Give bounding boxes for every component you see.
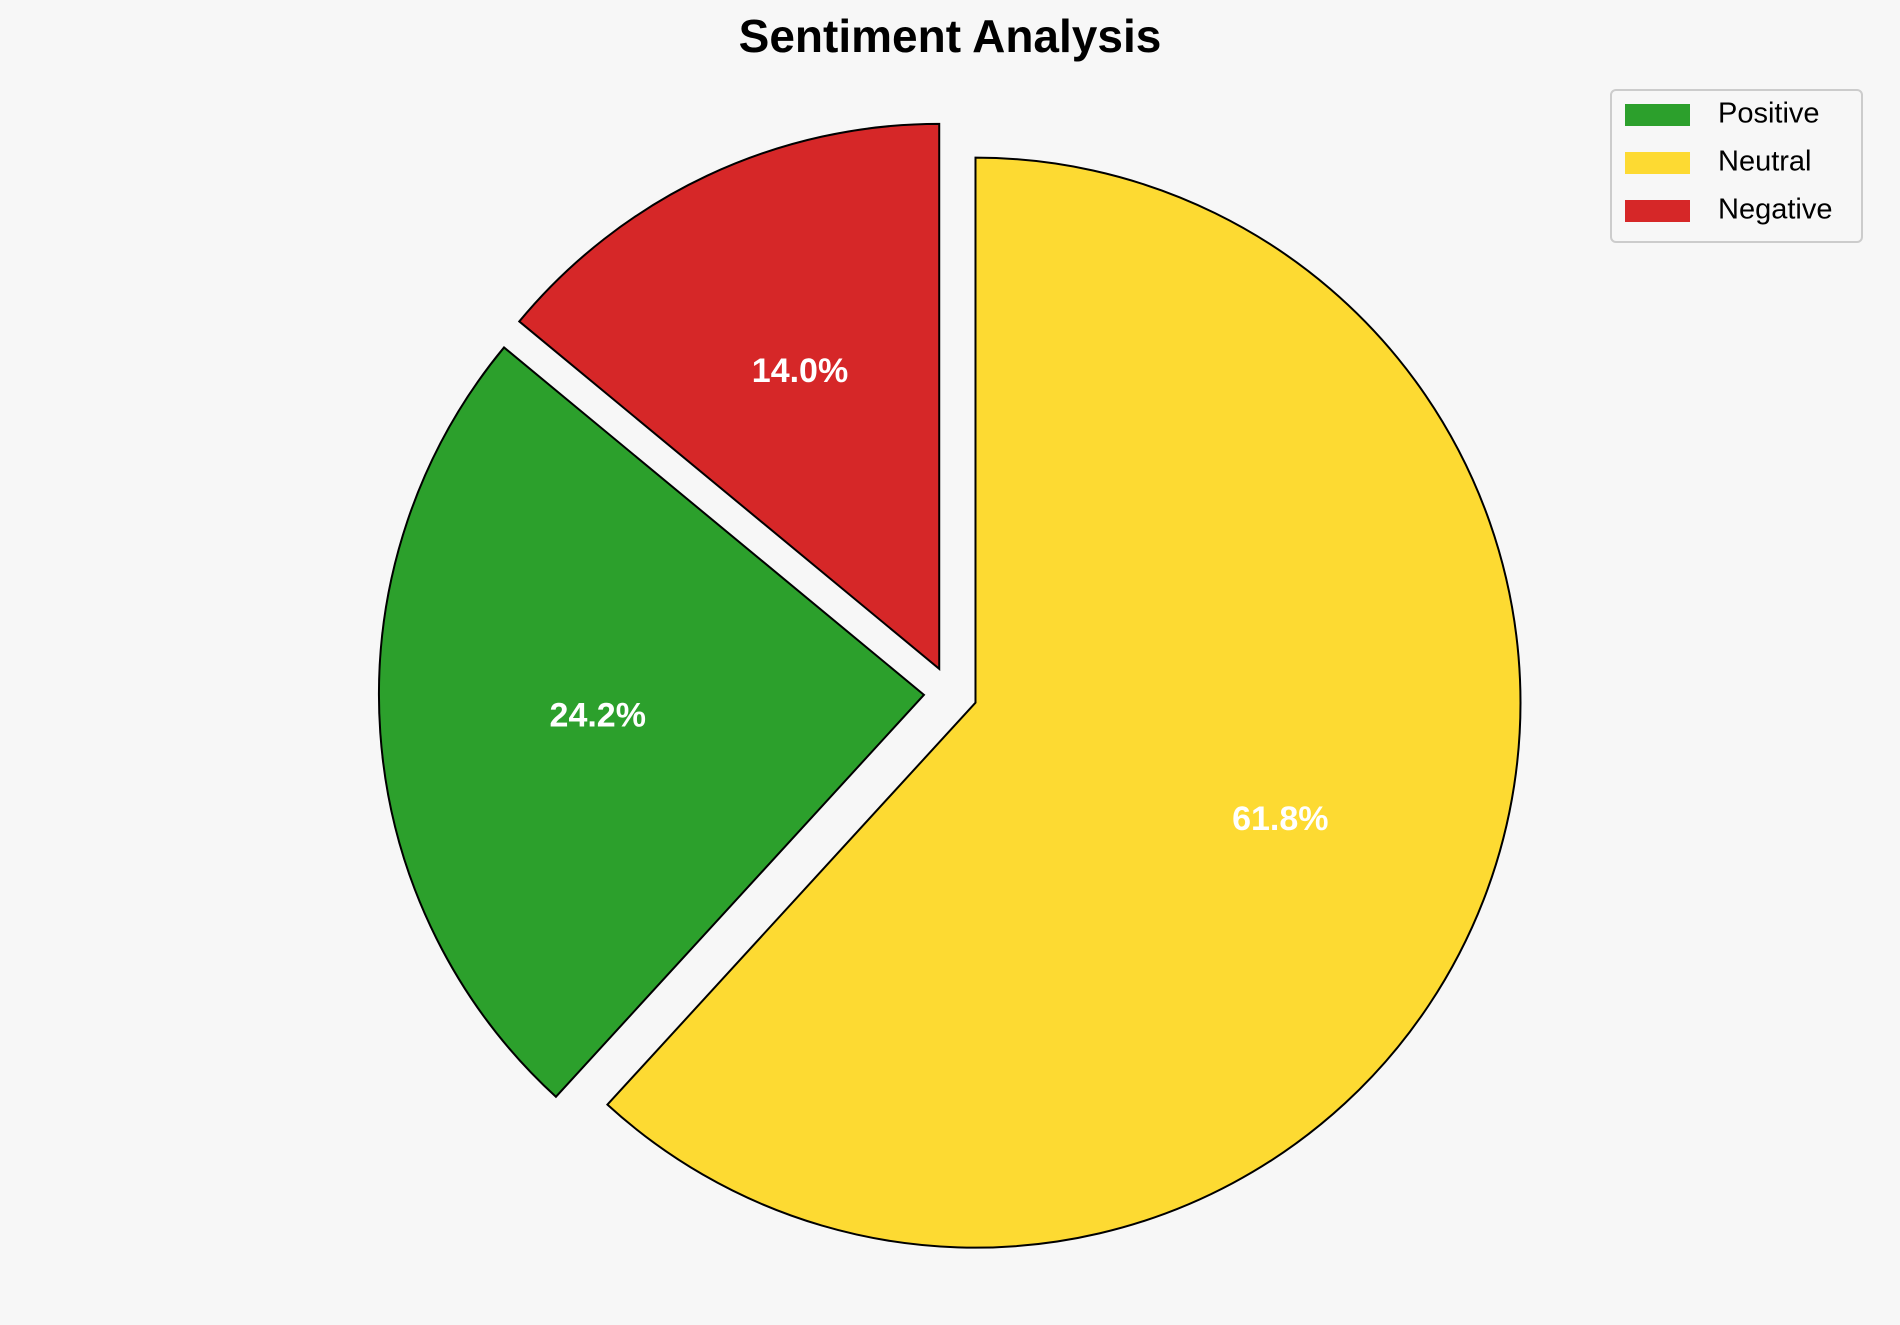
- value-label: 61.8%: [1232, 800, 1328, 838]
- chart-title: Sentiment Analysis: [739, 10, 1162, 62]
- value-label: 14.0%: [752, 352, 848, 390]
- pie-wedge: [378, 346, 926, 1099]
- legend-swatch: [1625, 104, 1690, 126]
- value-label: 24.2%: [550, 696, 646, 734]
- legend-swatch: [1625, 200, 1690, 222]
- legend-swatch: [1625, 152, 1690, 174]
- legend-label: Neutral: [1718, 146, 1812, 178]
- pie-wedge: [606, 156, 1522, 1249]
- pie-wedge: [517, 122, 941, 671]
- legend-label: Positive: [1718, 98, 1820, 130]
- legend-label: Negative: [1718, 194, 1832, 226]
